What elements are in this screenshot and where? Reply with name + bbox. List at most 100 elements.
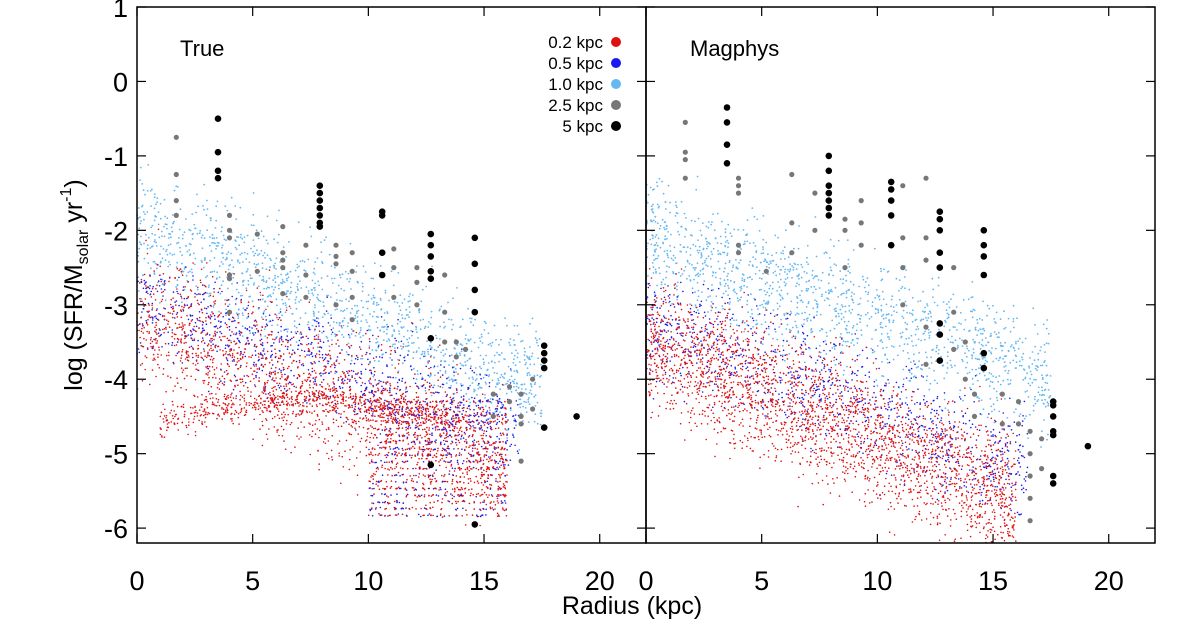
dot-0.2kpc: [229, 379, 232, 382]
dot-1.0kpc: [448, 379, 451, 381]
dot-0.5kpc: [201, 337, 204, 339]
dot-0.2kpc: [204, 421, 206, 423]
dot-0.2kpc: [238, 423, 240, 425]
dot-1.0kpc: [516, 325, 519, 327]
dot-0.5kpc: [289, 338, 292, 341]
dot-streak: [390, 480, 393, 482]
dot-0.2kpc: [247, 375, 250, 378]
dot-0.2kpc: [167, 375, 169, 377]
dot-0.2kpc: [278, 417, 281, 420]
dot-0.2kpc: [176, 422, 179, 425]
dot-0.2kpc: [455, 422, 457, 424]
dot-1.0kpc: [397, 358, 399, 361]
dot-0.2kpc: [215, 405, 218, 407]
dot-1.0kpc: [189, 229, 192, 232]
dot-streak: [506, 481, 508, 483]
dot-0.2kpc: [245, 289, 248, 292]
dot-1.0kpc: [167, 265, 170, 268]
dot-1.0kpc: [341, 273, 344, 276]
dot-1.0kpc: [149, 190, 152, 192]
dot-streak: [368, 406, 371, 409]
dot-0.2kpc: [208, 381, 210, 384]
dot-0.2kpc: [268, 374, 271, 377]
dot-1.0kpc: [320, 241, 322, 244]
dot-0.2kpc: [387, 451, 390, 454]
dot-0.5kpc: [207, 315, 210, 318]
dot-1.0kpc: [259, 294, 262, 297]
dot-0.2kpc: [342, 396, 344, 398]
dot-1.0kpc: [489, 398, 492, 400]
dot-0.2kpc: [282, 419, 285, 422]
dot-0.2kpc: [428, 367, 430, 370]
dot-0.2kpc: [442, 405, 445, 408]
dot-0.2kpc: [239, 398, 241, 401]
dot-0.2kpc: [338, 412, 340, 415]
dot-1.0kpc: [480, 386, 482, 389]
dot-0.5kpc: [176, 341, 179, 343]
dot-1.0kpc: [355, 312, 358, 315]
dot-1.0kpc: [155, 245, 158, 247]
dot-0.2kpc: [259, 339, 262, 342]
dot-1.0kpc: [150, 226, 153, 229]
dot-0.2kpc: [437, 379, 439, 382]
dot-streak: [497, 413, 500, 416]
dot-streak: [434, 406, 436, 409]
dot-0.2kpc: [232, 422, 234, 425]
dot-1.0kpc: [331, 339, 333, 341]
dot-1.0kpc: [140, 235, 142, 238]
dot-0.5kpc: [460, 396, 463, 398]
dot-0.2kpc: [260, 402, 262, 404]
dot-1.0kpc: [428, 321, 430, 323]
dot-0.2kpc: [166, 429, 168, 432]
dot-1.0kpc: [485, 383, 487, 385]
dot-0.2kpc: [354, 427, 356, 430]
dot-0.2kpc: [392, 412, 395, 415]
dot-1.0kpc: [261, 262, 264, 265]
dot-0.2kpc: [431, 416, 433, 419]
dot-0.2kpc: [173, 333, 176, 335]
dot-0.2kpc: [163, 415, 166, 417]
dot-0.2kpc: [301, 343, 303, 346]
dot-streak: [488, 460, 490, 463]
dot-1.0kpc: [355, 271, 357, 273]
dot-1.0kpc: [480, 335, 483, 338]
dot-0.2kpc: [445, 466, 448, 469]
dot-0.2kpc: [235, 363, 238, 366]
dot-streak: [462, 460, 465, 462]
dot-1.0kpc: [294, 302, 297, 304]
dot-0.5kpc: [441, 374, 444, 376]
dot-streak: [420, 448, 422, 451]
dot-1.0kpc: [155, 241, 158, 244]
dot-1.0kpc: [191, 271, 194, 274]
dot-0.5kpc: [353, 362, 356, 365]
dot-0.2kpc: [359, 451, 362, 453]
dot-streak: [372, 473, 375, 475]
dot-1.0kpc: [468, 339, 471, 342]
dot-1.0kpc: [356, 305, 359, 307]
dot-0.2kpc: [150, 316, 153, 318]
dot-1.0kpc: [262, 235, 265, 238]
dot-0.5kpc: [213, 287, 215, 290]
dot-0.2kpc: [180, 367, 183, 370]
dot-1.0kpc: [243, 251, 246, 254]
dot-0.5kpc: [480, 445, 483, 448]
dot-0.2kpc: [441, 498, 444, 500]
dot-1.0kpc: [312, 294, 315, 296]
dot-1.0kpc: [485, 354, 487, 357]
dot-0.2kpc: [185, 351, 187, 354]
dot-0.2kpc: [267, 396, 269, 399]
dot-0.2kpc: [214, 404, 216, 407]
dot-0.5kpc: [314, 319, 316, 322]
dot-streak: [413, 441, 416, 444]
dot-0.2kpc: [398, 389, 401, 392]
dot-0.5kpc: [349, 347, 351, 349]
dot-1.0kpc: [228, 264, 231, 267]
dot-0.2kpc: [194, 364, 197, 366]
dot-0.5kpc: [193, 339, 195, 342]
dot-0.2kpc: [319, 356, 321, 359]
dot-streak: [464, 414, 467, 416]
dot-0.5kpc: [216, 350, 218, 353]
dot-1.0kpc: [533, 363, 536, 366]
dot-1.0kpc: [334, 309, 337, 311]
dot-0.2kpc: [253, 397, 256, 400]
